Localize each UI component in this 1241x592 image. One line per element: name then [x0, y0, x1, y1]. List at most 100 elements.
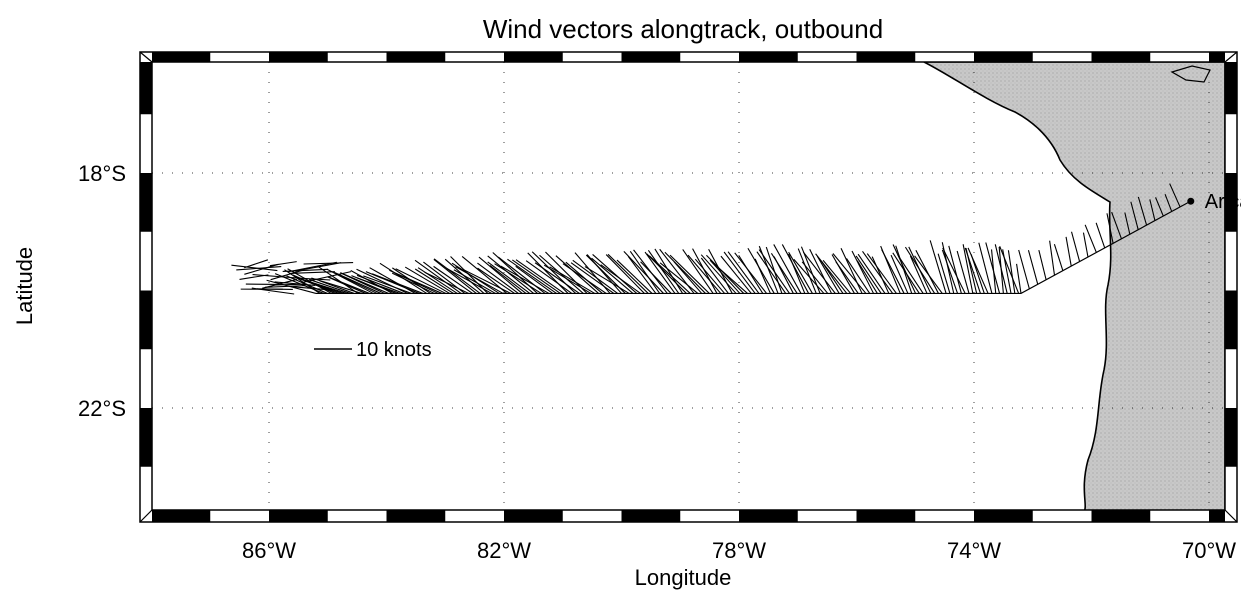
wind-vector — [244, 259, 269, 269]
lon-tick-label: 82°W — [477, 538, 531, 563]
wind-vector — [340, 272, 389, 294]
wind-vector — [846, 258, 871, 294]
wind-vector — [629, 250, 661, 294]
wind-vector — [1065, 236, 1072, 267]
legend-scale-label: 10 knots — [356, 339, 432, 361]
wind-vector — [914, 255, 943, 294]
wind-vector — [244, 263, 279, 275]
wind-vector — [682, 249, 714, 294]
wind-vector — [404, 266, 450, 294]
frame-segment — [152, 510, 211, 522]
wind-vector — [311, 277, 362, 294]
wind-vector — [822, 259, 852, 294]
wind-vector — [881, 249, 905, 294]
frame-segment — [1225, 290, 1237, 350]
wind-vector — [515, 265, 554, 294]
wind-vector — [948, 245, 962, 294]
wind-vector — [1155, 197, 1164, 217]
wind-vector — [356, 277, 401, 294]
lon-tick-label: 78°W — [712, 538, 766, 563]
wind-vector — [525, 260, 573, 294]
wind-vector — [644, 251, 676, 294]
wind-vector — [417, 267, 458, 294]
wind-vector — [534, 262, 580, 294]
wind-vector — [832, 253, 867, 294]
frame-segment — [140, 62, 152, 115]
wind-vector — [507, 258, 557, 294]
wind-vector — [929, 240, 947, 294]
wind-vector — [334, 271, 382, 294]
wind-vector — [627, 256, 657, 294]
frame-segment — [1225, 408, 1237, 467]
wind-vector — [687, 254, 722, 294]
frame-segment — [974, 510, 1033, 522]
wind-vector — [871, 256, 890, 294]
wind-vector — [391, 272, 435, 294]
wind-vector — [855, 255, 882, 294]
wind-vector — [293, 277, 331, 281]
wind-vector — [1082, 232, 1089, 258]
wind-vector — [584, 266, 630, 294]
wind-vector — [1027, 250, 1039, 285]
wind-vector — [478, 256, 523, 294]
wind-vector — [694, 258, 726, 294]
wind-vector — [866, 253, 897, 294]
wind-vector — [394, 272, 443, 294]
wind-vector — [433, 259, 477, 294]
frame-corner — [1224, 51, 1238, 63]
wind-vector — [985, 242, 1001, 294]
wind-vector — [293, 286, 332, 291]
wind-vector — [962, 244, 974, 294]
frame-segment — [140, 408, 152, 467]
wind-vector — [1169, 183, 1181, 208]
wind-vector — [815, 253, 848, 294]
frame-segment — [504, 510, 563, 522]
wind-vector — [669, 254, 710, 294]
wind-vector — [978, 242, 993, 294]
wind-vector — [337, 274, 378, 294]
wind-vector — [282, 268, 328, 272]
wind-vector — [738, 255, 764, 294]
wind-vector — [433, 258, 481, 294]
wind-vector — [700, 254, 737, 294]
frame-corner — [1224, 509, 1238, 523]
lon-tick-label: 74°W — [947, 538, 1001, 563]
wind-vector — [328, 276, 370, 294]
wind-vector — [294, 262, 342, 272]
wind-vector — [1053, 243, 1064, 271]
wind-vector — [816, 255, 840, 294]
wind-vector — [797, 248, 817, 294]
wind-vector — [937, 253, 951, 294]
wind-vector — [664, 251, 706, 294]
latitude-tick-labels: 18°S 22°S — [78, 161, 126, 421]
wind-vector — [303, 261, 354, 265]
wind-vector — [802, 251, 836, 294]
wind-vector — [727, 251, 760, 294]
wind-vector — [1164, 194, 1173, 212]
wind-vector — [273, 283, 308, 286]
wind-vector — [262, 278, 298, 289]
wind-vector — [1070, 231, 1081, 262]
wind-vector — [773, 244, 802, 294]
wind-vector — [555, 255, 599, 294]
wind-vector — [494, 263, 542, 294]
wind-vector — [462, 268, 512, 294]
wind-vector — [956, 250, 970, 294]
wind-vector — [251, 287, 295, 295]
wind-vector — [515, 259, 565, 294]
wind-vector — [647, 250, 680, 294]
wind-vector — [477, 267, 515, 294]
wind-vector — [809, 249, 833, 294]
wind-vector — [734, 252, 768, 294]
wind-vector — [747, 247, 775, 294]
wind-vector — [659, 262, 699, 294]
wind-vector — [623, 250, 664, 294]
wind-vector — [301, 278, 347, 294]
wind-vector — [446, 267, 492, 294]
wind-vector — [424, 271, 469, 294]
wind-vector — [720, 255, 752, 294]
wind-vector — [700, 257, 729, 294]
wind-vector — [862, 250, 894, 294]
city-marker — [1187, 197, 1195, 205]
